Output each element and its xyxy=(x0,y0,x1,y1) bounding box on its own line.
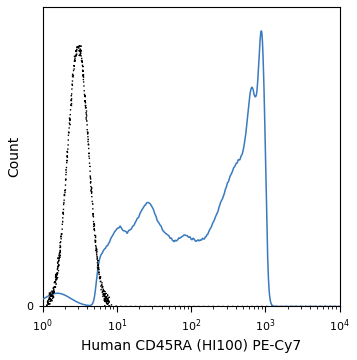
X-axis label: Human CD45RA (HI100) PE-Cy7: Human CD45RA (HI100) PE-Cy7 xyxy=(81,339,301,353)
Y-axis label: Count: Count xyxy=(7,136,21,177)
